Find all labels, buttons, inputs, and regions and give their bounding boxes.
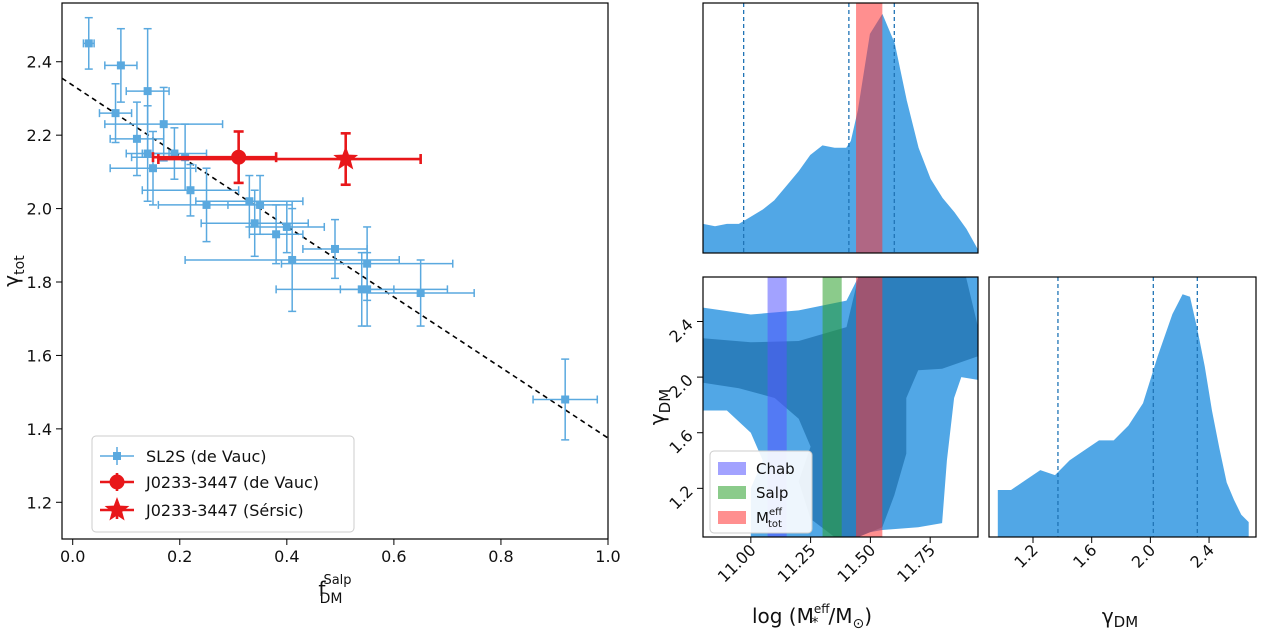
scatter-frame [61,2,609,540]
y-tick-label: 1.6 [27,346,52,365]
j0233-star-marker [333,146,359,170]
scatter-y-label: γtot [0,255,28,287]
band-legend-label: Salp [756,484,788,502]
sl2s-marker [561,395,570,404]
legend-star-marker [104,497,130,521]
sl2s-point [82,16,95,70]
scatter-legend-box [91,435,355,533]
sl2s-point [248,200,326,254]
sl2s-marker [132,134,141,143]
band-legend-label: Meff tot [756,507,783,530]
sl2s-point [532,358,599,441]
sl2s-point [109,130,197,206]
y-tick-label: 1.4 [27,420,52,439]
sl2s-marker [116,61,125,70]
scatter-x-label: fSalp DM [318,573,351,607]
legend-circle-marker [109,474,125,490]
band-salp [822,277,842,537]
band-legend-swatch [718,486,746,499]
band-legend-label: Chab [756,460,795,478]
sl2s-marker [272,230,281,239]
gamma-histogram-area [997,294,1249,537]
sl2s-marker [416,289,425,298]
band-legend-entry: Meff tot [718,507,783,530]
sl2s-marker [149,164,157,173]
legend-label: J0233-3447 (de Vauc) [145,473,319,492]
y-tick-label: 1.8 [27,273,52,292]
sl2s-marker [84,39,93,48]
y-tick-label: 2.2 [27,126,52,145]
x-tick-label: 0.0 [60,547,85,566]
y-tick-label: 2.4 [27,53,52,72]
corner-x-label: log (Meff */M⊙) [752,602,872,630]
legend-label: J0233-3447 (Sérsic) [145,501,304,520]
sl2s-marker [186,186,195,195]
x-tick-label: 0.2 [167,547,192,566]
corner-2d-frame [702,276,979,538]
sl2s-point [109,101,165,177]
sl2s-point [104,27,138,103]
x-tick-label: 0.6 [381,547,406,566]
legend-label: SL2S (de Vauc) [146,447,267,466]
legend-square-marker [113,452,121,460]
sl2s-marker [245,197,254,206]
mtot-band [856,3,883,253]
gamma-x-label: γDM [1102,604,1138,630]
band-legend-entry: Chab [718,460,795,478]
sl2s-marker [111,109,120,118]
legend-entry: J0233-3447 (de Vauc) [100,473,319,492]
x-tick-label: 0.4 [274,547,299,566]
scatter-ticks: 0.0 0.2 0.4 0.6 0.8 1.0 1.2 1.4 1.6 1.8 2.0 2.2 2.4 [27,53,621,566]
gamma-histogram-frame [988,276,1257,538]
sl2s-point [98,83,133,144]
sl2s-point [366,259,475,327]
scatter-points [82,16,599,441]
x-tick-label: 0.8 [488,547,513,566]
sl2s-marker [170,149,179,158]
sl2s-point [104,86,224,162]
sl2s-marker [288,255,297,264]
band-legend: Chab Salp Meff tot [709,450,813,534]
mstar-histogram-frame [702,2,979,254]
sl2s-marker [256,200,265,209]
scatter-panel: 0.0 0.2 0.4 0.6 0.8 1.01.21.41.61.82.02.22.4 … [0,2,621,607]
sl2s-marker [282,222,291,231]
legend-entry: J0233-3447 (Sérsic) [100,497,304,521]
sl2s-marker [250,219,259,228]
sl2s-marker [159,120,168,129]
band-legend-swatch [718,511,746,524]
sl2s-marker [143,87,152,96]
band-mtot [856,277,883,537]
mstar-histogram-layer [702,3,979,254]
j0233-circle-marker [231,149,247,165]
sl2s-point [141,163,240,217]
y-tick-label: 1.2 [27,493,52,512]
corner-y-label: γDM [645,389,674,425]
sl2s-marker [331,244,339,253]
band-legend-entry: Salp [718,484,788,502]
legend-entry: SL2S (de Vauc) [100,447,267,466]
j0233-sersic-point [157,132,422,187]
scatter-legend: SL2S (de Vauc) J0233-3447 (de Vauc) J0233-… [91,435,355,533]
sl2s-marker [202,200,211,209]
sl2s-point [248,204,304,265]
sl2s-point [302,218,368,280]
y-tick-label: 2.0 [27,200,52,219]
mstar-histogram-panel [702,2,979,254]
x-tick-label: 1.0 [595,547,620,566]
j0233-devauc-point [151,130,278,185]
band-legend-swatch [718,462,746,475]
